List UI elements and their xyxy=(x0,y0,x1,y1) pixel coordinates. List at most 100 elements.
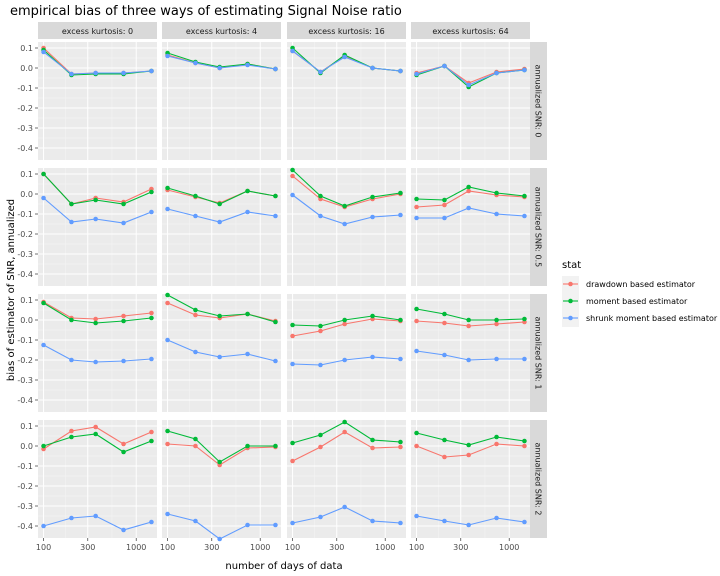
data-point xyxy=(273,443,278,449)
x-tick-label: 300 xyxy=(453,543,468,552)
data-point xyxy=(245,188,250,194)
data-point xyxy=(466,323,471,329)
data-point xyxy=(342,504,347,510)
data-point xyxy=(121,358,126,364)
data-point xyxy=(414,513,419,519)
data-point xyxy=(398,317,403,323)
data-point xyxy=(217,536,222,542)
data-point xyxy=(442,311,447,317)
data-point xyxy=(522,316,527,322)
y-tick-label: -0.2 xyxy=(17,104,33,113)
x-tick-label: 100 xyxy=(409,543,424,552)
data-point xyxy=(370,65,375,71)
data-point xyxy=(69,357,74,363)
data-point xyxy=(466,522,471,528)
data-point xyxy=(165,300,170,306)
data-point xyxy=(273,213,278,219)
facet-panel xyxy=(411,294,530,412)
data-point xyxy=(342,321,347,327)
data-point xyxy=(121,201,126,207)
data-point xyxy=(273,522,278,528)
legend-key-point xyxy=(568,315,573,321)
panel-background xyxy=(38,168,157,286)
y-tick-label: -0.3 xyxy=(17,502,33,511)
panel-background xyxy=(38,294,157,412)
data-point xyxy=(245,351,250,357)
data-point xyxy=(121,527,126,533)
data-point xyxy=(93,197,98,203)
data-point xyxy=(342,317,347,323)
y-tick-label: -0.3 xyxy=(17,124,33,133)
data-point xyxy=(318,193,323,199)
facet-panel xyxy=(162,292,281,412)
data-point xyxy=(318,323,323,329)
data-point xyxy=(398,212,403,218)
x-tick-label: 100 xyxy=(160,543,175,552)
panel-background xyxy=(287,294,406,412)
data-point xyxy=(522,193,527,199)
x-tick-label: 1000 xyxy=(250,543,270,552)
data-point xyxy=(442,352,447,358)
data-point xyxy=(414,430,419,436)
panel-background xyxy=(411,42,530,160)
y-tick-label: 0.1 xyxy=(20,422,33,431)
data-point xyxy=(41,443,46,449)
chart-title: empirical bias of three ways of estimati… xyxy=(10,4,402,19)
data-point xyxy=(149,429,154,435)
data-point xyxy=(149,519,154,525)
y-tick-label: -0.1 xyxy=(17,462,33,471)
data-point xyxy=(494,441,499,447)
data-point xyxy=(370,518,375,524)
legend: stat drawdown based estimator moment base… xyxy=(562,260,718,327)
data-point xyxy=(494,515,499,521)
data-point xyxy=(414,71,419,77)
data-point xyxy=(149,315,154,321)
y-tick-label: -0.4 xyxy=(17,144,33,153)
data-point xyxy=(93,216,98,222)
y-tick-label: 0.0 xyxy=(20,316,33,325)
data-point xyxy=(442,320,447,326)
data-point xyxy=(370,354,375,360)
data-point xyxy=(318,328,323,334)
y-tick-label: -0.1 xyxy=(17,210,33,219)
x-tick-label: 300 xyxy=(329,543,344,552)
y-tick-label: 0.0 xyxy=(20,442,33,451)
data-point xyxy=(442,454,447,460)
x-tick-label: 100 xyxy=(285,543,300,552)
row-strip xyxy=(530,168,547,286)
facet-panel xyxy=(287,167,406,286)
data-point xyxy=(398,190,403,196)
data-point xyxy=(370,313,375,319)
panel-background xyxy=(287,420,406,538)
legend-key-point xyxy=(568,298,573,304)
data-point xyxy=(414,215,419,221)
data-point xyxy=(165,53,170,59)
data-point xyxy=(149,68,154,74)
data-point xyxy=(318,69,323,75)
data-point xyxy=(245,443,250,449)
y-tick-label: 0.1 xyxy=(20,296,33,305)
data-point xyxy=(41,195,46,201)
data-point xyxy=(69,434,74,440)
data-point xyxy=(217,201,222,207)
data-point xyxy=(290,361,295,367)
data-point xyxy=(121,70,126,76)
data-point xyxy=(69,317,74,323)
data-point xyxy=(93,316,98,322)
data-point xyxy=(165,206,170,212)
y-tick-label: -0.2 xyxy=(17,482,33,491)
data-point xyxy=(290,440,295,446)
data-point xyxy=(494,434,499,440)
data-point xyxy=(342,419,347,425)
data-point xyxy=(318,444,323,450)
data-point xyxy=(193,349,198,355)
data-point xyxy=(414,348,419,354)
y-tick-label: -0.1 xyxy=(17,84,33,93)
data-point xyxy=(193,307,198,313)
data-point xyxy=(442,202,447,208)
data-point xyxy=(93,424,98,430)
data-point xyxy=(93,70,98,76)
data-point xyxy=(165,428,170,434)
data-point xyxy=(93,431,98,437)
data-point xyxy=(273,193,278,199)
